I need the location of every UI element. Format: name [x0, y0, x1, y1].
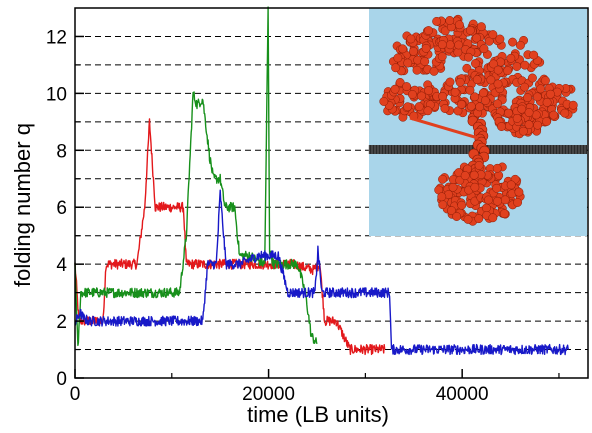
y-tick-label: 2 [56, 312, 67, 333]
y-tick-label: 0 [56, 369, 67, 390]
polymer-icon [368, 14, 587, 226]
x-axis-title: time (LB units) [247, 402, 389, 427]
series-lines [74, 6, 570, 356]
axis-ticks [74, 35, 560, 379]
y-tick-label: 12 [46, 27, 67, 48]
y-tick-label: 10 [46, 84, 67, 105]
x-tick-label: 40000 [436, 384, 489, 405]
x-tick-label: 0 [70, 384, 81, 405]
series-line-3 [74, 189, 570, 356]
y-tick-label: 6 [56, 198, 67, 219]
y-tick-label: 8 [56, 141, 67, 162]
polymer-inset-image [368, 8, 587, 236]
tick-labels: 0 2 4 6 8 10 12 0 20000 40000 [46, 27, 489, 405]
y-axis-title: folding number q [10, 123, 35, 287]
plot-frame [74, 7, 589, 379]
y-tick-label: 4 [56, 255, 67, 276]
x-tick-label: 20000 [242, 384, 295, 405]
series-line-2 [74, 6, 318, 347]
